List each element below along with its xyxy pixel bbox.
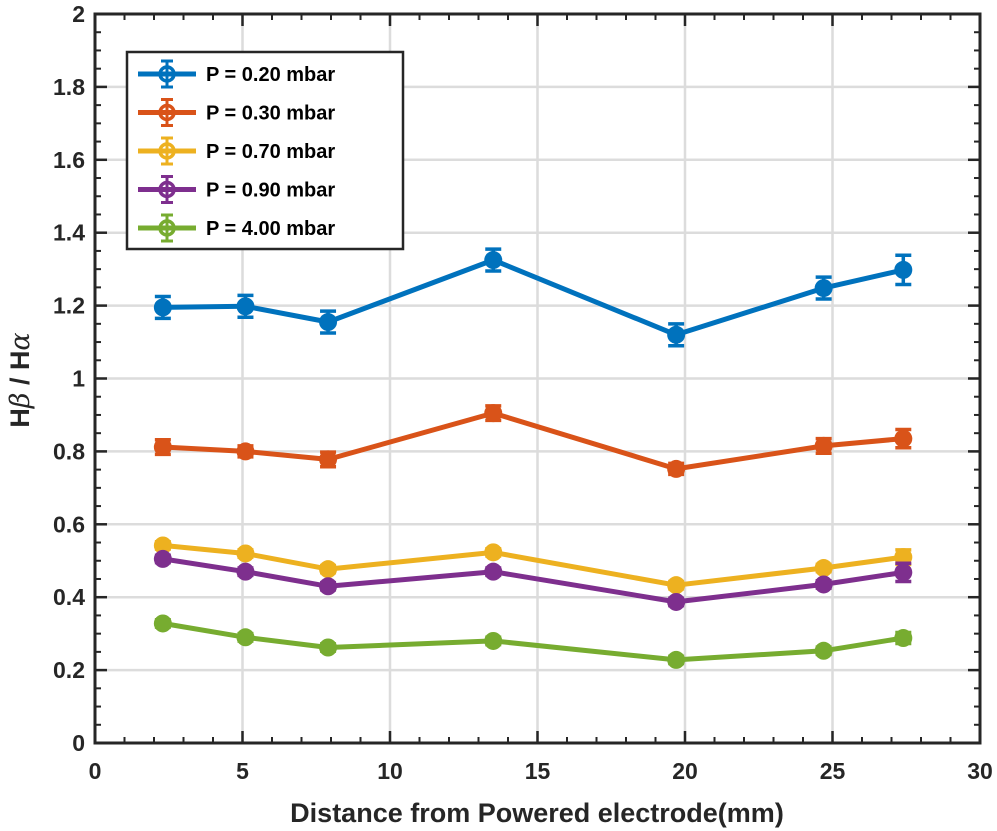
legend-entry-3: P = 0.70 mbar <box>138 136 335 166</box>
data-point <box>319 313 338 332</box>
y-label-beta: β <box>5 393 36 410</box>
series-3 <box>153 536 913 595</box>
data-point <box>319 577 338 596</box>
y-tick-label: 1.2 <box>53 293 85 319</box>
y-tick-label: 2 <box>72 1 85 27</box>
y-tick-label: 0.8 <box>53 438 85 464</box>
data-point <box>319 450 338 469</box>
x-axis-label: Distance from Powered electrode(mm) <box>290 798 784 828</box>
data-point <box>667 650 686 669</box>
series-5 <box>153 614 913 669</box>
y-tick-label: 0 <box>72 730 85 756</box>
data-point <box>236 562 255 581</box>
data-point <box>814 436 833 455</box>
x-tick-label: 0 <box>89 758 102 784</box>
data-point <box>153 536 172 555</box>
x-tick-label: 20 <box>672 758 698 784</box>
legend-marker <box>158 103 176 122</box>
y-tick-label: 0.6 <box>53 511 85 537</box>
series-1 <box>153 247 913 348</box>
data-point <box>236 628 255 647</box>
x-tick-labels: 0 5 10 15 20 25 30 <box>89 758 993 784</box>
data-point <box>484 562 503 581</box>
y-label-h-alpha: / H <box>5 351 35 393</box>
data-point <box>153 438 172 457</box>
data-point <box>153 298 172 317</box>
legend-label: P = 0.90 mbar <box>206 180 335 202</box>
legend-entry-4: P = 0.90 mbar <box>138 175 335 204</box>
legend-marker <box>158 219 176 237</box>
data-point <box>236 297 255 316</box>
data-point <box>894 629 913 648</box>
series-layer <box>153 247 913 669</box>
data-point <box>894 429 913 448</box>
y-label-alpha: α <box>5 332 36 350</box>
data-point <box>667 325 686 344</box>
legend-marker <box>158 142 176 160</box>
data-point <box>814 641 833 660</box>
series-4 <box>153 549 913 611</box>
data-point <box>236 544 255 563</box>
y-axis-label: Hβ / Hα <box>5 332 36 427</box>
legend-entry-2: P = 0.30 mbar <box>138 98 335 127</box>
legend-label: P = 0.70 mbar <box>206 141 335 163</box>
data-point <box>814 279 833 298</box>
plot-frame <box>93 12 982 745</box>
legend-entry-1: P = 0.20 mbar <box>138 59 335 89</box>
x-tick-label: 10 <box>377 758 403 784</box>
data-point <box>894 563 913 582</box>
legend: P = 0.20 mbar P = 0.30 mbar P = 0.70 mbar P… <box>125 50 405 251</box>
legend-entry-5: P = 4.00 mbar <box>138 213 335 243</box>
legend-marker <box>158 65 176 83</box>
y-tick-label: 1.8 <box>53 74 85 100</box>
data-point <box>667 459 686 478</box>
y-tick-label: 1 <box>72 366 85 392</box>
legend-marker <box>158 180 176 199</box>
data-point <box>484 404 503 423</box>
data-point <box>153 614 172 633</box>
data-point <box>894 260 913 279</box>
data-point <box>667 576 686 595</box>
y-tick-label: 1.6 <box>53 147 85 173</box>
series-2 <box>153 404 913 478</box>
y-tick-labels: 0 0.2 0.4 0.6 0.8 1 1.2 1.4 1.6 1.8 2 <box>53 1 85 756</box>
data-point <box>814 559 833 578</box>
x-tick-label: 5 <box>236 758 249 784</box>
data-point <box>667 592 686 611</box>
x-tick-label: 15 <box>525 758 551 784</box>
data-point <box>319 638 338 657</box>
y-label-h-beta: H <box>5 408 35 428</box>
y-tick-label: 1.4 <box>53 220 85 246</box>
x-tick-label: 25 <box>820 758 846 784</box>
data-point <box>814 575 833 594</box>
data-point <box>236 442 255 461</box>
data-point <box>319 560 338 579</box>
legend-label: P = 0.20 mbar <box>206 64 335 86</box>
data-point <box>484 543 503 562</box>
x-tick-label: 30 <box>967 758 993 784</box>
data-point <box>484 251 503 270</box>
y-tick-label: 0.2 <box>53 657 85 683</box>
y-tick-label: 0.4 <box>53 584 85 610</box>
data-point <box>484 631 503 650</box>
legend-label: P = 0.30 mbar <box>206 103 335 125</box>
data-point <box>153 549 172 568</box>
legend-label: P = 4.00 mbar <box>206 218 335 240</box>
